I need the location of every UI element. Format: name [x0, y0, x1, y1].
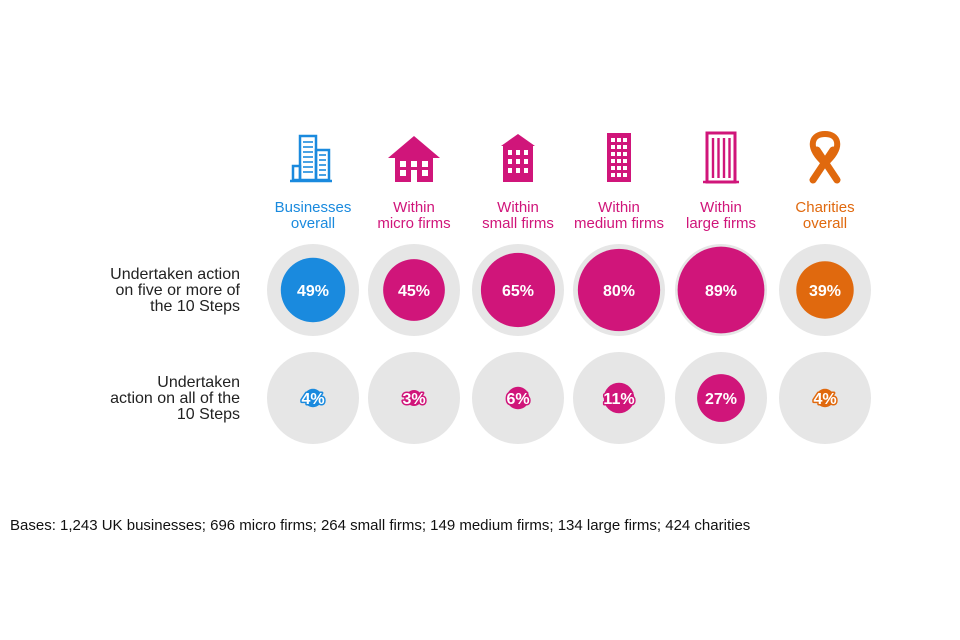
value-label: 65%: [502, 283, 534, 300]
value-label: 4%: [813, 391, 836, 408]
medium-building-icon: [607, 133, 631, 182]
value-circle: [815, 388, 835, 408]
row-label-line: Undertaken: [157, 374, 240, 391]
column-label-line1: Within: [700, 199, 742, 216]
column-label-line1: Within: [393, 199, 435, 216]
small-building-icon: [501, 134, 535, 182]
value-circle: [280, 257, 346, 323]
value-circle: [480, 252, 556, 328]
value-label: 3%: [402, 391, 425, 408]
column-label-line1: Within: [598, 199, 640, 216]
bases-footnote: Bases: 1,243 UK businesses; 696 micro fi…: [10, 517, 751, 534]
row-label-line: 10 Steps: [177, 406, 240, 423]
value-circle: [603, 382, 635, 414]
value-circle: [796, 261, 854, 319]
column-label-line1: Businesses: [275, 199, 352, 216]
row-label-line: the 10 Steps: [150, 298, 240, 315]
column-label-line2: overall: [803, 215, 847, 232]
skyscraper-icon: [703, 131, 739, 184]
column-label-line2: medium firms: [574, 215, 664, 232]
value-circle: [406, 390, 422, 406]
value-label: 11%: [603, 391, 634, 408]
column-label-line2: small firms: [482, 215, 554, 232]
column-label-line1: Charities: [795, 199, 854, 216]
value-circle: [677, 246, 765, 334]
value-circle: [697, 374, 745, 422]
value-label: 27%: [705, 391, 737, 408]
office-tower-icon: [290, 134, 332, 183]
row-label-line: Undertaken action: [110, 266, 240, 283]
column-label-line1: Within: [497, 199, 539, 216]
column-label-line2: large firms: [686, 215, 756, 232]
awareness-ribbon-icon: [809, 130, 841, 184]
column-label-line2: overall: [291, 215, 335, 232]
value-circle: [303, 388, 323, 408]
house-icon: [388, 136, 440, 182]
value-label: 45%: [398, 283, 430, 300]
value-circle: [383, 259, 445, 321]
value-circle: [506, 386, 530, 410]
value-circle: [577, 248, 661, 332]
row-label-line: action on all of the: [110, 390, 240, 407]
value-label: 39%: [809, 283, 841, 300]
column-label-line2: micro firms: [377, 215, 450, 232]
row-label-line: on five or more of: [116, 282, 241, 299]
value-label: 4%: [301, 391, 324, 408]
value-label: 6%: [506, 391, 529, 408]
value-label: 89%: [705, 283, 737, 300]
value-label: 49%: [297, 283, 329, 300]
value-label: 80%: [603, 283, 635, 300]
